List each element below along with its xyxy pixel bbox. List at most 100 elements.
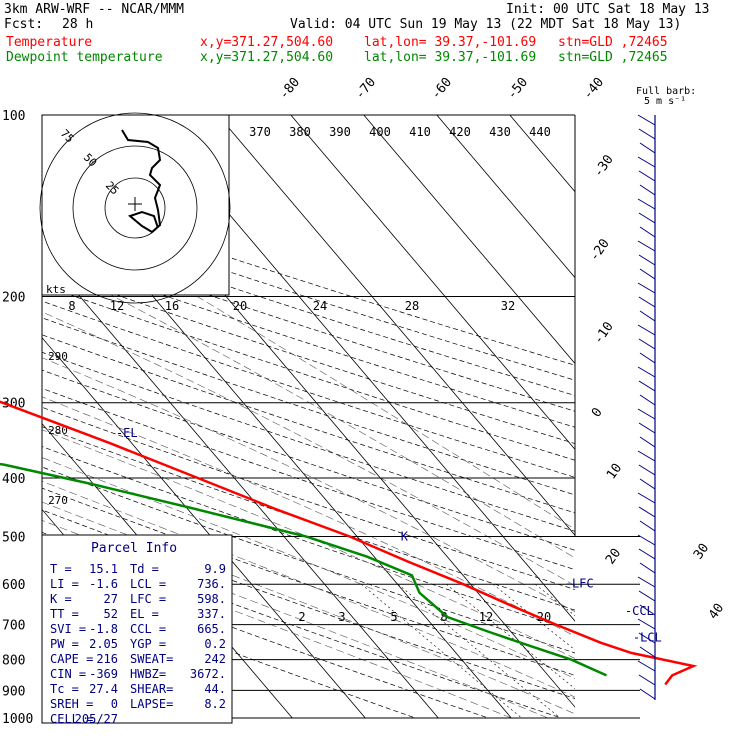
wind-barb bbox=[639, 646, 656, 658]
isotherm-label: 10 bbox=[604, 461, 625, 482]
parcel-info-value: 337. bbox=[197, 607, 226, 621]
parcel-info-value: 52 bbox=[104, 607, 118, 621]
wind-barb bbox=[639, 268, 656, 280]
temperature-xy: x,y=371.27,504.60 bbox=[200, 35, 334, 50]
wind-barb bbox=[638, 296, 656, 308]
wind-barb bbox=[639, 436, 656, 448]
parcel-info-key: SHEAR= bbox=[130, 682, 173, 696]
wind-barb bbox=[639, 478, 656, 490]
speed-label: 20 bbox=[233, 299, 247, 313]
speed-label: 24 bbox=[313, 299, 327, 313]
parcel-info-key: SREH = bbox=[50, 697, 93, 711]
isotherm-label: 0 bbox=[589, 405, 606, 420]
pressure-label: 100 bbox=[2, 109, 25, 124]
parcel-info-key: SWEAT= bbox=[130, 652, 173, 666]
parcel-marker-label: -EL bbox=[116, 426, 138, 440]
mixing-ratio-line bbox=[446, 583, 575, 690]
pressure-label: 500 bbox=[2, 530, 25, 545]
wind-barb bbox=[638, 632, 656, 644]
theta-label: 280 bbox=[48, 424, 68, 437]
dry-adiabat-line bbox=[42, 208, 575, 381]
parcel-marker-label: K bbox=[401, 529, 409, 543]
parcel-info-key: PW = bbox=[50, 637, 79, 651]
speed-label: 32 bbox=[501, 299, 515, 313]
parcel-info-value: -1.6 bbox=[89, 577, 118, 591]
theta-label: 430 bbox=[489, 125, 511, 139]
dry-adiabat-line bbox=[42, 237, 575, 412]
mixing-ratio-label: 5 bbox=[390, 610, 397, 624]
theta-label: 290 bbox=[48, 350, 68, 363]
theta-label: 410 bbox=[409, 125, 431, 139]
isotherm-line bbox=[217, 115, 575, 536]
parcel-info-value: 0.2 bbox=[204, 637, 226, 651]
dry-adiabat-line bbox=[42, 351, 575, 532]
pressure-label: 1000 bbox=[2, 712, 33, 727]
parcel-info-value: 665. bbox=[197, 622, 226, 636]
parcel-info-key: K = bbox=[50, 592, 72, 606]
full-barb-label: Full barb: bbox=[636, 86, 696, 97]
isotherm-line bbox=[144, 115, 575, 622]
parcel-info-value: 205/27 bbox=[75, 712, 118, 726]
isotherm-label: -10 bbox=[591, 319, 617, 347]
valid-time: Valid: 04 UTC Sun 19 May 13 (22 MDT Sat … bbox=[290, 17, 682, 32]
moist-adiabat-line bbox=[42, 457, 575, 680]
wind-barb bbox=[638, 212, 656, 224]
wind-barb bbox=[639, 688, 656, 700]
temperature-latlon: lat,lon= 39.37,-101.69 bbox=[364, 35, 537, 50]
dry-adiabat-line bbox=[42, 466, 575, 654]
wind-barb bbox=[637, 198, 656, 210]
wind-barb bbox=[637, 534, 656, 546]
parcel-info-value: 2.05 bbox=[89, 637, 118, 651]
parcel-info-title: Parcel Info bbox=[91, 541, 177, 556]
wind-barb bbox=[639, 520, 656, 532]
parcel-info-value: 8.2 bbox=[204, 697, 226, 711]
speed-label: 8 bbox=[68, 299, 75, 313]
isotherm-label: -20 bbox=[587, 236, 613, 264]
isotherm-label: -50 bbox=[505, 75, 532, 103]
wind-barb bbox=[637, 660, 656, 672]
model-title: 3km ARW-WRF -- NCAR/MMM bbox=[4, 2, 185, 17]
temperature-stn: stn=GLD ,72465 bbox=[558, 35, 668, 50]
parcel-marker-label: -LFC bbox=[565, 576, 594, 590]
parcel-info-value: 27 bbox=[104, 592, 118, 606]
dry-adiabat-line bbox=[42, 284, 575, 461]
parcel-info-key: CELL = bbox=[50, 712, 93, 726]
wind-barb bbox=[639, 226, 656, 238]
isotherm-label: 40 bbox=[706, 601, 727, 622]
wind-barb bbox=[639, 394, 656, 406]
parcel-info-key: CAPE = bbox=[50, 652, 93, 666]
isotherm-line bbox=[509, 115, 575, 193]
dry-adiabat-line bbox=[42, 334, 575, 514]
wind-barb bbox=[638, 422, 656, 434]
parcel-info-value: 598. bbox=[197, 592, 226, 606]
wind-barb bbox=[639, 142, 656, 154]
wind-barb bbox=[639, 562, 656, 574]
wind-barb bbox=[637, 114, 656, 126]
fcst-label: Fcst: bbox=[4, 17, 44, 32]
speed-label: 28 bbox=[405, 299, 419, 313]
isotherm-label: -30 bbox=[591, 152, 617, 180]
wind-barb bbox=[638, 548, 656, 560]
wind-barb bbox=[637, 324, 656, 336]
parcel-info-key: EL = bbox=[130, 607, 159, 621]
theta-label: 370 bbox=[249, 125, 271, 139]
parcel-marker-label: -CCL bbox=[625, 604, 654, 618]
dewpoint-legend: Dewpoint temperature bbox=[6, 50, 163, 65]
full-barb-units: 5 m s⁻¹ bbox=[644, 96, 686, 107]
wind-barb bbox=[639, 352, 656, 364]
wind-barb bbox=[637, 576, 656, 588]
theta-label: 270 bbox=[48, 494, 68, 507]
theta-label: 420 bbox=[449, 125, 471, 139]
speed-label: 12 bbox=[110, 299, 124, 313]
isotherm-label: -80 bbox=[277, 75, 304, 103]
theta-label: 440 bbox=[529, 125, 551, 139]
wind-barb bbox=[638, 590, 656, 602]
parcel-info-value: 242 bbox=[204, 652, 226, 666]
parcel-info-key: Tc = bbox=[50, 682, 79, 696]
parcel-info-key: CIN = bbox=[50, 667, 86, 681]
parcel-info-box bbox=[41, 534, 233, 724]
wind-barb bbox=[638, 338, 656, 350]
isotherm-label: -60 bbox=[429, 75, 456, 103]
parcel-info-key: LAPSE= bbox=[130, 697, 173, 711]
parcel-info-value: 44. bbox=[204, 682, 226, 696]
